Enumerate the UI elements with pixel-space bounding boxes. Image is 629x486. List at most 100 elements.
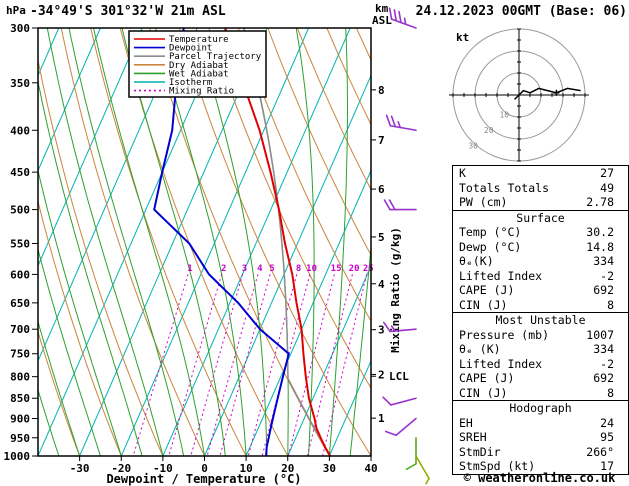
stat-value: -2 [600, 356, 614, 371]
stat-label: θₑ (K) [459, 342, 501, 356]
temperature-tick-label: 0 [201, 462, 208, 475]
stat-value: 8 [607, 385, 614, 400]
stat-label: θₑ(K) [459, 254, 494, 268]
stat-label: Temp (°C) [459, 225, 522, 239]
wet-adiabat-line [38, 319, 81, 456]
skewt-background-lines [38, 28, 371, 456]
stat-row: EH 24 [453, 416, 628, 431]
stat-value: 266° [586, 444, 614, 459]
wet-adiabat-line [121, 28, 226, 456]
pressure-tick-label: 350 [10, 77, 30, 90]
stat-value: 692 [593, 371, 614, 385]
stat-value: 27 [600, 166, 614, 180]
stat-row: CAPE (J) 692 [453, 371, 628, 386]
stats-section-header: Hodograph [509, 401, 572, 415]
dry-adiabat-line [38, 199, 122, 456]
stat-value: 8 [607, 297, 614, 312]
stat-row: PW (cm) 2.78 [453, 195, 628, 210]
mixing-ratio-value-label: 25 [363, 264, 374, 274]
km-tick-label: 7 [378, 134, 385, 147]
stat-label: StmDir [459, 444, 501, 459]
legend-item-label: Temperature [169, 35, 229, 45]
dry-adiabat-line [237, 28, 371, 323]
wet-adiabat-line [38, 247, 101, 456]
mixing-ratio-line [219, 274, 271, 456]
stat-row: Lifted Index -2 [453, 357, 628, 372]
stat-label: EH [459, 415, 473, 430]
wet-adiabat-line [93, 28, 205, 456]
hodograph-unit-label: kt [456, 31, 469, 44]
pressure-tick-label: 950 [10, 432, 30, 445]
mixing-ratio-axis-label: Mixing Ratio (g/kg) [389, 227, 402, 353]
temperature-tick-label: 30 [323, 462, 336, 475]
dry-adiabat-line [178, 28, 371, 456]
temperature-curve [224, 28, 332, 456]
wet-adiabat-line [38, 79, 143, 456]
isotherm-line [38, 28, 226, 456]
isotherm-line [79, 28, 268, 456]
isotherm-line [38, 28, 101, 172]
mixing-ratio-value-label: 3 [242, 264, 247, 274]
hodograph-ring-label: 30 [468, 142, 478, 151]
temperature-tick-label: 40 [364, 462, 377, 475]
wet-adiabat-line [38, 168, 122, 456]
stat-row: Totals Totals 49 [453, 181, 628, 196]
pressure-tick-label: 600 [10, 268, 30, 281]
mixing-ratio-value-label: 4 [257, 264, 263, 274]
lcl-label: LCL [389, 370, 409, 383]
stat-value: 1007 [586, 327, 614, 342]
mixing-ratio-line [190, 274, 244, 456]
pressure-tick-label: 1000 [4, 450, 31, 463]
stat-label: CIN (J) [459, 385, 508, 400]
km-tick-label: 3 [378, 324, 385, 337]
wind-barb [415, 455, 430, 485]
legend-item-label: Mixing Ratio [169, 87, 234, 97]
x-axis-title: Dewpoint / Temperature (°C) [106, 472, 301, 486]
legend-item-label: Parcel Trajectory [169, 52, 262, 62]
mixing-ratio-value-label: 20 [349, 264, 360, 274]
km-tick-label: 6 [378, 183, 385, 196]
km-tick-label: 4 [378, 278, 385, 291]
wet-adiabat-line [295, 28, 315, 456]
wet-adiabat-line [155, 28, 247, 456]
mixing-ratio-line [132, 274, 189, 456]
wind-barb [384, 417, 417, 437]
stat-label: Lifted Index [459, 268, 543, 283]
dry-adiabat-line [208, 28, 371, 390]
km-tick-label: 5 [378, 231, 385, 244]
pressure-tick-label: 700 [10, 323, 30, 336]
temperature-tick-label: -10 [153, 462, 173, 475]
km-tick-label: 1 [378, 412, 385, 425]
km-axis-unit-asl: ASL [372, 14, 392, 27]
stats-section-header: Most Unstable [495, 313, 586, 327]
pressure-tick-label: 500 [10, 204, 30, 217]
wind-barb [385, 114, 417, 132]
mixing-ratio-value-label: 2 [221, 264, 226, 274]
wet-adiabat-line [328, 28, 348, 456]
mixing-ratio-value-label: 15 [331, 264, 342, 274]
hodograph-trace [514, 87, 581, 100]
stat-value: -2 [600, 268, 614, 283]
dewpoint-curve [153, 28, 290, 456]
mixing-ratio-line [206, 274, 259, 456]
legend-item-label: Dewpoint [169, 44, 212, 54]
wet-adiabat-line [68, 28, 185, 456]
isotherm-line [162, 28, 351, 456]
wet-adiabat-line [38, 388, 60, 456]
isotherm-line [245, 169, 371, 456]
stat-row: CIN (J) 8 [453, 386, 628, 401]
stat-row: θₑ(K) 334 [453, 254, 628, 269]
stat-value: 334 [593, 342, 614, 356]
isotherm-line [328, 359, 371, 456]
stat-row: CIN (J) 8 [453, 298, 628, 313]
datetime-title: 24.12.2023 00GMT (Base: 06) [415, 4, 627, 19]
isotherm-line [204, 74, 371, 456]
pressure-axis-unit: hPa [6, 4, 26, 17]
hodograph-ring-label: 10 [499, 111, 509, 120]
stat-row: K 27 [453, 166, 628, 181]
stat-row: Dewp (°C) 14.8 [453, 240, 628, 255]
mixing-ratio-line [168, 274, 223, 456]
